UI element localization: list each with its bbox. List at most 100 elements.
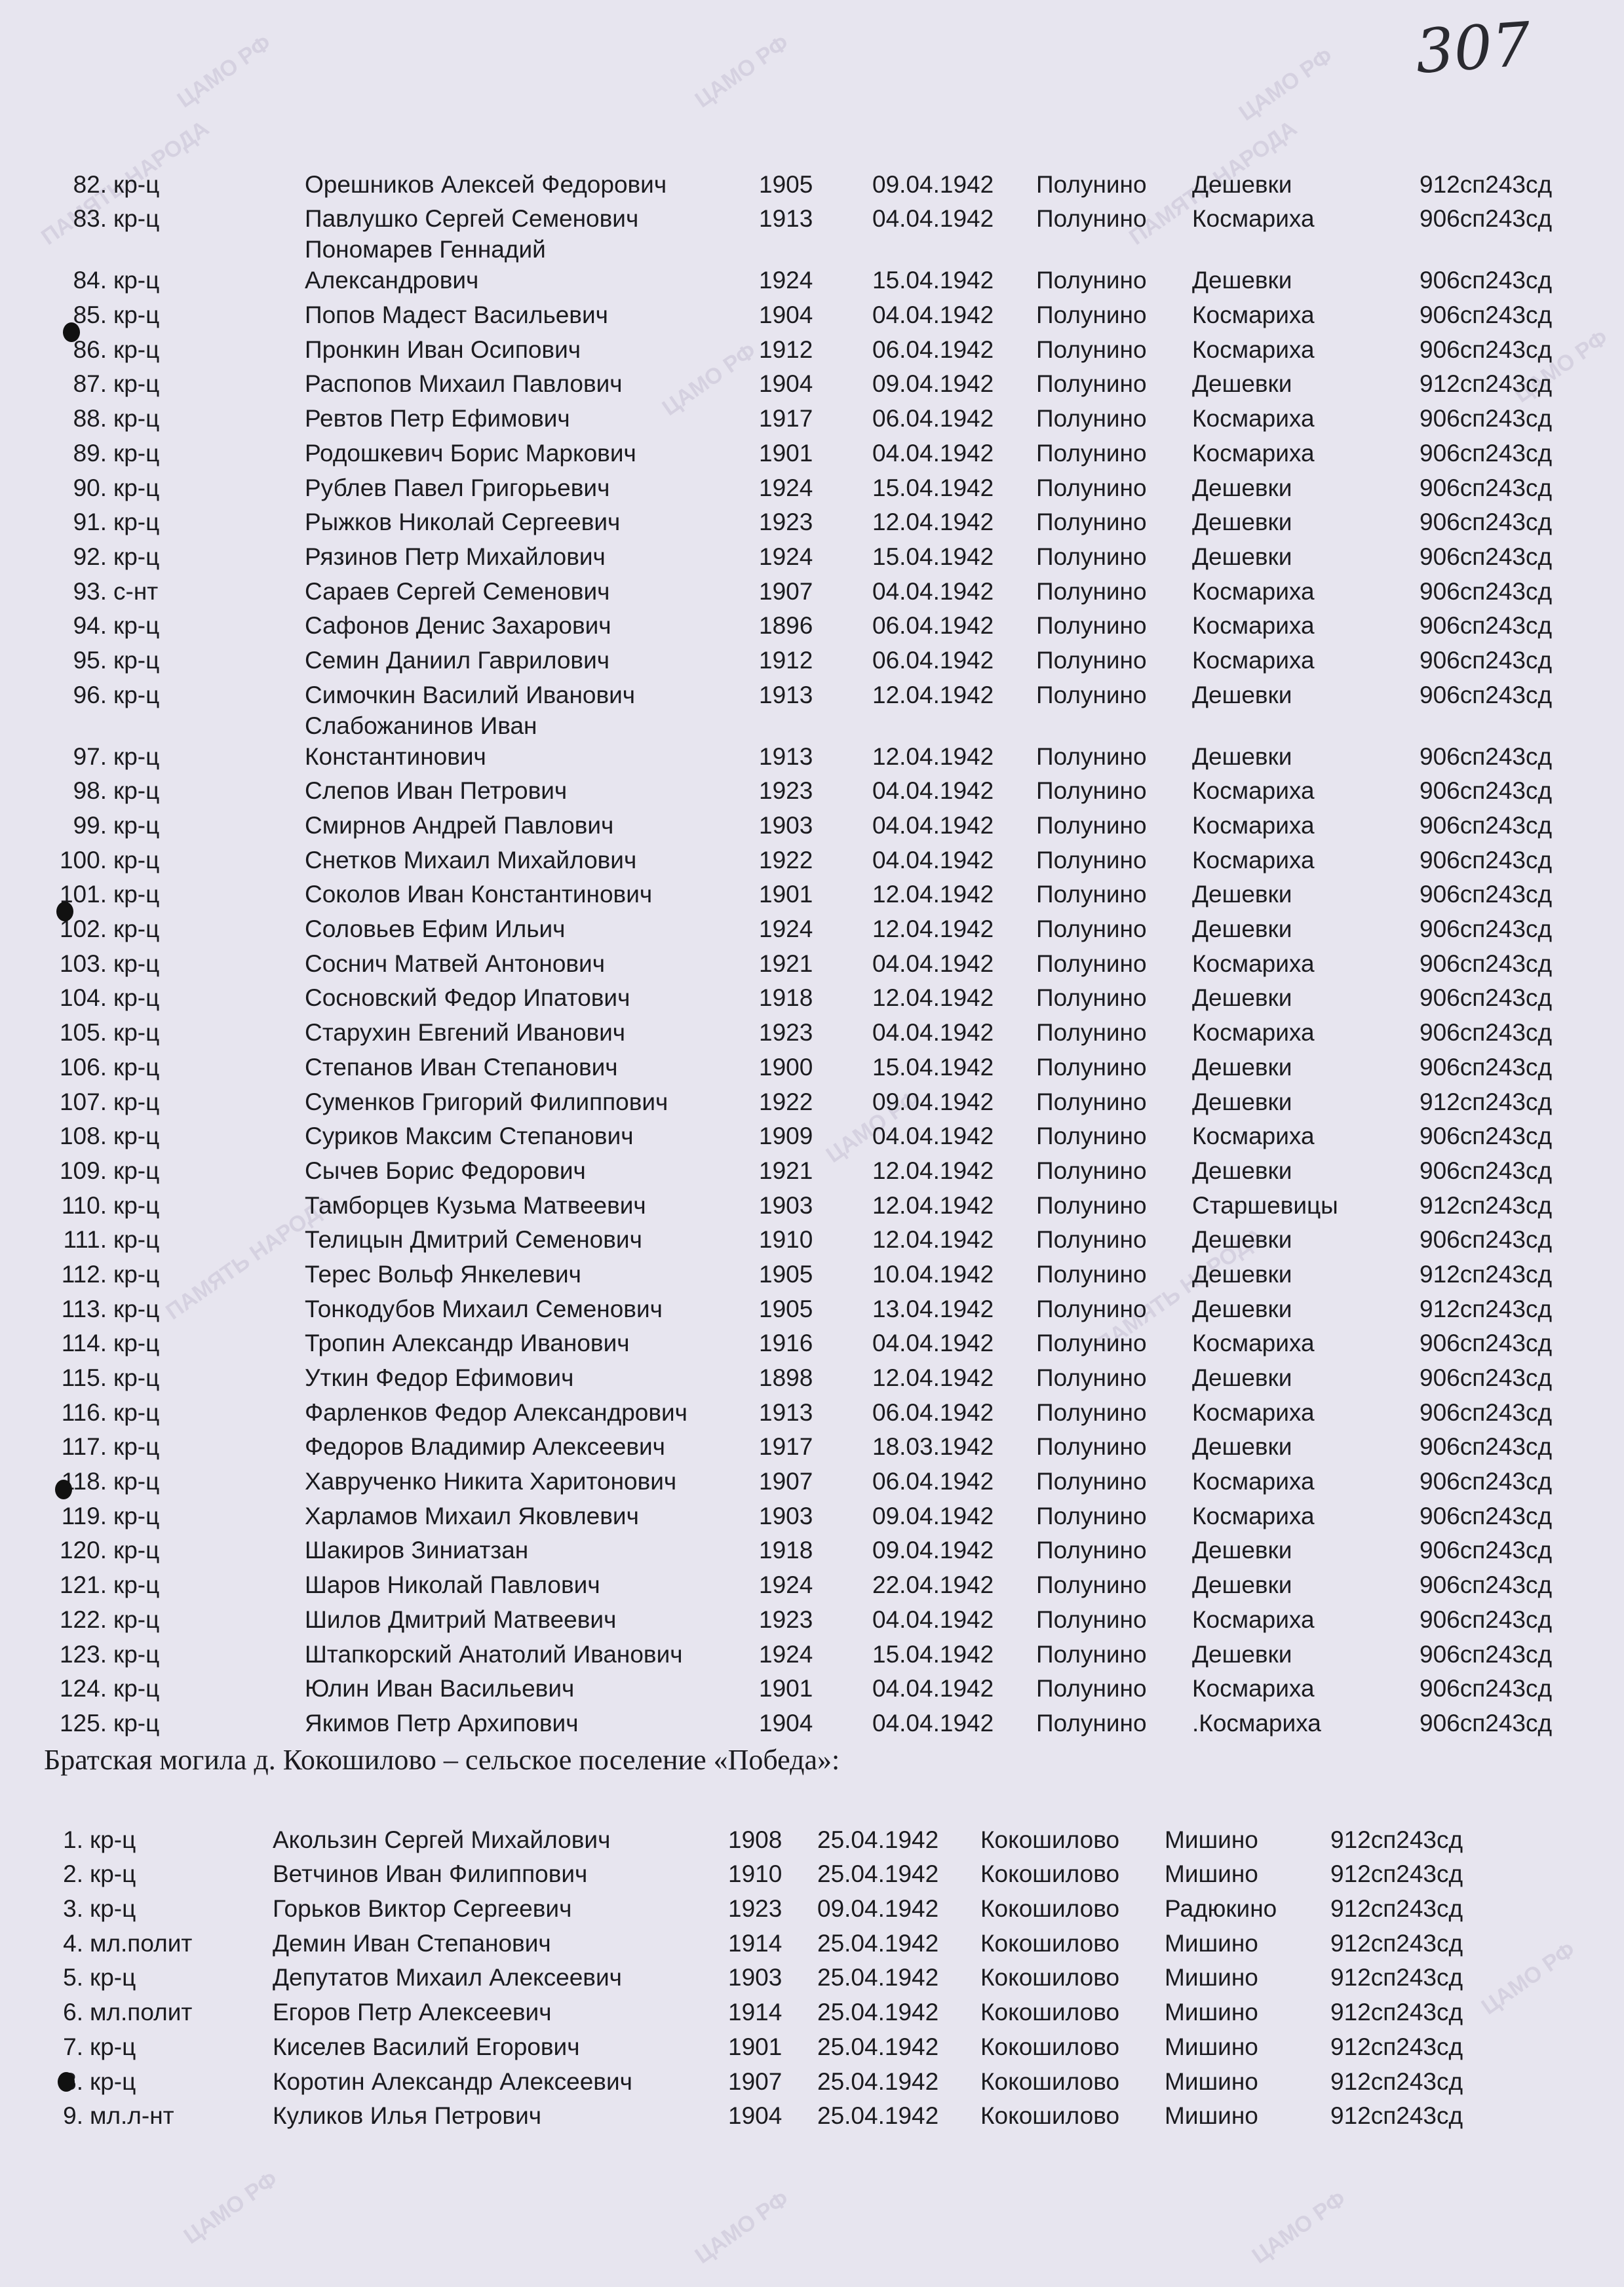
cell-birth-year: 1903 [728, 1964, 783, 1991]
cell-death-place: Космариха [1192, 1123, 1315, 1150]
cell-rank: кр-ц [113, 267, 160, 294]
cell-rank: мл.полит [90, 1999, 193, 2026]
cell-burial-place: Кокошилово [980, 1895, 1120, 1923]
cell-name: Рязинов Петр Михайлович [305, 543, 606, 570]
table-row: 88. кр-ц Ревтов Петр Ефимович 1917 06.04.194… [39, 399, 1590, 434]
cell-rank: кр-ц [113, 336, 160, 363]
cell-num: 119. [61, 1502, 107, 1529]
cell-birth-year: 1917 [759, 1433, 813, 1461]
cell-burial-place: Полунино [1036, 509, 1147, 536]
cell-burial-place: Полунино [1036, 1502, 1147, 1529]
cell-num: 88. [73, 405, 107, 432]
cell-death-date: 12.04.1942 [872, 881, 994, 908]
cell-death-date: 09.04.1942 [872, 1088, 994, 1115]
cell-birth-year: 1901 [759, 881, 813, 908]
cell-death-date: 04.04.1942 [872, 301, 994, 329]
cell-death-place: Мишино [1165, 1860, 1258, 1888]
cell-burial-place: Полунино [1036, 681, 1147, 708]
cell-death-date: 15.04.1942 [872, 267, 994, 294]
cell-name: Сосновский Федор Ипатович [305, 984, 630, 1012]
table-row: 106. кр-ц Степанов Иван Степанович 1900 15.0… [39, 1048, 1590, 1083]
cell-num: 117. [61, 1433, 107, 1461]
cell-death-place: Дешевки [1192, 915, 1292, 943]
cell-unit: 906сп243сд [1420, 301, 1553, 329]
cell-burial-place: Полунино [1036, 405, 1147, 432]
cell-name: Юлин Иван Васильевич [305, 1675, 575, 1702]
cell-death-place: Дешевки [1192, 1537, 1292, 1564]
cell-birth-year: 1924 [759, 1640, 813, 1668]
cell-death-place: Дешевки [1192, 681, 1292, 708]
cell-death-date: 10.04.1942 [872, 1260, 994, 1288]
watermark-text: ЦАМО РФ [1247, 2186, 1351, 2269]
cell-num: 118. [61, 1468, 107, 1495]
cell-unit: 906сп243сд [1420, 1675, 1553, 1702]
cell-rank: кр-ц [113, 846, 160, 874]
cell-num: 92. [73, 543, 107, 570]
cell-rank: кр-ц [90, 1826, 136, 1853]
cell-name: Терес Вольф Янкелевич [305, 1260, 581, 1288]
cell-death-place: Космариха [1192, 646, 1315, 674]
cell-name: Акользин Сергей Михайлович [273, 1826, 611, 1853]
cell-death-place: Дешевки [1192, 1640, 1292, 1668]
cell-death-date: 12.04.1942 [872, 915, 994, 943]
cell-unit: 906сп243сд [1420, 1537, 1553, 1564]
cell-name: Фарленков Федор Александрович [305, 1398, 687, 1426]
table-row: 111. кр-ц Телицын Дмитрий Семенович 1910 12.… [39, 1221, 1590, 1256]
cell-burial-place: Полунино [1036, 1123, 1147, 1150]
cell-rank: кр-ц [113, 543, 160, 570]
cell-birth-year: 1916 [759, 1330, 813, 1357]
cell-death-date: 04.04.1942 [872, 1709, 994, 1737]
cell-num: 109. [59, 1157, 107, 1184]
cell-burial-place: Полунино [1036, 881, 1147, 908]
cell-rank: кр-ц [90, 1860, 136, 1888]
cell-name: Тамборцев Кузьма Матвеевич [305, 1191, 646, 1219]
cell-death-date: 04.04.1942 [872, 577, 994, 605]
cell-num: 113. [61, 1295, 107, 1322]
cell-death-place: Дешевки [1192, 474, 1292, 501]
cell-burial-place: Полунино [1036, 646, 1147, 674]
cell-birth-year: 1923 [759, 1019, 813, 1047]
cell-death-place: Мишино [1165, 1826, 1258, 1853]
cell-num: 110. [61, 1191, 107, 1219]
cell-unit: 906сп243сд [1420, 1364, 1553, 1391]
cell-death-date: 09.04.1942 [817, 1895, 939, 1923]
cell-rank: кр-ц [113, 915, 160, 943]
cell-num: 107. [59, 1088, 107, 1115]
cell-death-date: 04.04.1942 [872, 439, 994, 467]
cell-birth-year: 1901 [728, 2033, 783, 2060]
table-row: 102. кр-ц Соловьев Ефим Ильич 1924 12.04.194… [39, 910, 1590, 944]
cell-death-date: 12.04.1942 [872, 1157, 994, 1184]
cell-burial-place: Полунино [1036, 915, 1147, 943]
table-row: 86. кр-ц Пронкин Иван Осипович 1912 06.04.19… [39, 330, 1590, 365]
cell-death-date: 09.04.1942 [872, 1502, 994, 1529]
cell-burial-place: Полунино [1036, 984, 1147, 1012]
cell-unit: 906сп243сд [1420, 1123, 1553, 1150]
cell-num: 125. [59, 1709, 107, 1737]
cell-unit: 912сп243сд [1330, 2033, 1463, 2060]
cell-birth-year: 1921 [759, 950, 813, 977]
cell-death-place: Мишино [1165, 2102, 1258, 2130]
cell-death-place: Дешевки [1192, 742, 1292, 770]
cell-unit: 906сп243сд [1420, 1640, 1553, 1668]
cell-name: Симочкин Василий Иванович [305, 681, 636, 708]
cell-num: 89. [73, 439, 107, 467]
cell-birth-year: 1924 [759, 267, 813, 294]
cell-name: Рыжков Николай Сергеевич [305, 509, 621, 536]
table-row: 110. кр-ц Тамборцев Кузьма Матвеевич 1903 12… [39, 1186, 1590, 1221]
cell-num: 104. [59, 984, 107, 1012]
cell-birth-year: 1910 [728, 1860, 783, 1888]
cell-birth-year: 1913 [759, 205, 813, 233]
cell-burial-place: Полунино [1036, 777, 1147, 805]
cell-birth-year: 1914 [728, 1999, 783, 2026]
cell-name: Суриков Максим Степанович [305, 1123, 634, 1150]
cell-burial-place: Полунино [1036, 1053, 1147, 1081]
cell-unit: 906сп243сд [1420, 612, 1553, 640]
cell-num: 121. [59, 1571, 107, 1599]
cell-num: 5. [63, 1964, 83, 1991]
cell-unit: 906сп243сд [1420, 543, 1553, 570]
cell-death-date: 15.04.1942 [872, 1053, 994, 1081]
cell-num: 90. [73, 474, 107, 501]
cell-rank: кр-ц [113, 1053, 160, 1081]
cell-rank: кр-ц [113, 205, 160, 233]
cell-birth-year: 1903 [759, 1191, 813, 1219]
